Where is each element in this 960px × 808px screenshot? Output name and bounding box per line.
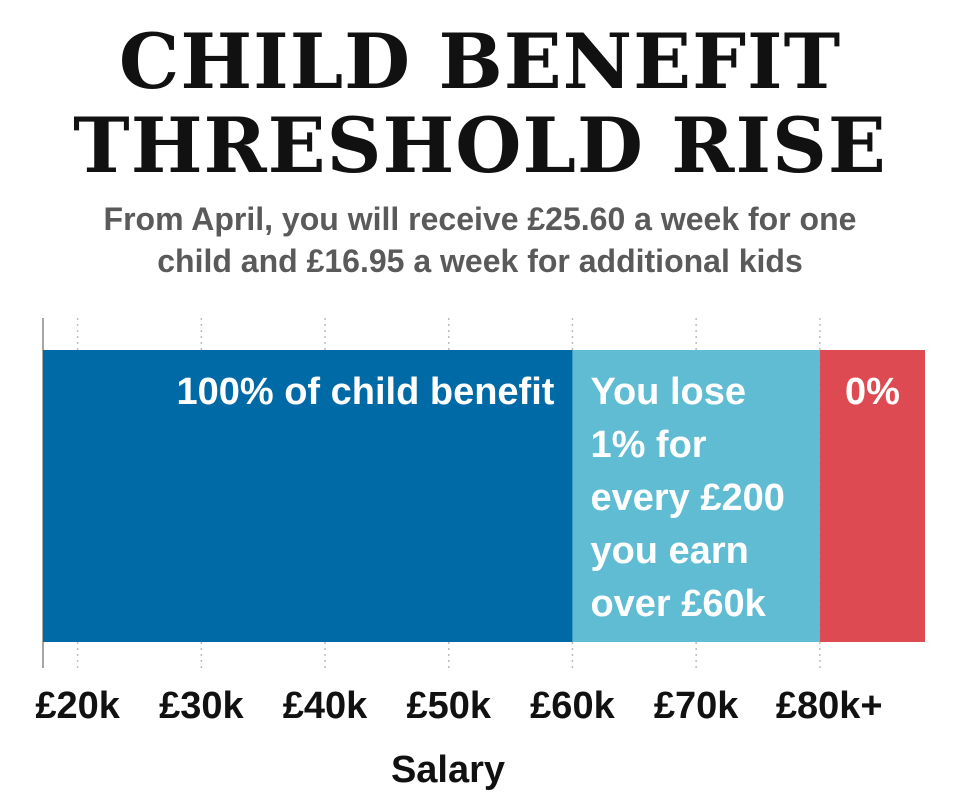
segment-label-line: over £60k (590, 583, 766, 625)
x-tick-label: £40k (283, 685, 368, 727)
bar-segment-0 (43, 350, 573, 642)
x-tick-label: £80k+ (776, 685, 883, 727)
x-axis-label: Salary (391, 749, 505, 791)
segment-label-0: 100% of child benefit (176, 371, 554, 413)
segment-label-line: 100% of child benefit (176, 371, 554, 413)
segment-label-line: 0% (845, 371, 900, 413)
segment-label-line: You lose (590, 371, 746, 413)
x-tick-label: £50k (406, 685, 491, 727)
chart-subtitle-line-2: child and £16.95 a week for additional k… (157, 243, 803, 279)
chart-subtitle-line-1: From April, you will receive £25.60 a we… (103, 201, 857, 237)
segment-label-2: 0% (845, 371, 900, 413)
x-tick-label: £20k (35, 685, 120, 727)
salary-bar-chart: 100% of child benefit You lose 1% for every… (35, 318, 925, 791)
bar-segment-2 (819, 350, 925, 642)
segment-label-1: You lose 1% for every £200 you earn over £60… (590, 371, 784, 625)
bar-segment-1 (572, 350, 820, 642)
segment-label-line: every £200 (590, 477, 784, 519)
segment-label-line: 1% for (590, 424, 706, 466)
chart-title-line-2: THRESHOLD RISE (73, 101, 887, 190)
segment-label-line: you earn (590, 530, 748, 572)
x-tick-label: £30k (159, 685, 244, 727)
x-tick-label: £70k (654, 685, 739, 727)
chart-title-line-1: CHILD BENEFIT (118, 17, 842, 106)
x-tick-label: £60k (530, 685, 615, 727)
